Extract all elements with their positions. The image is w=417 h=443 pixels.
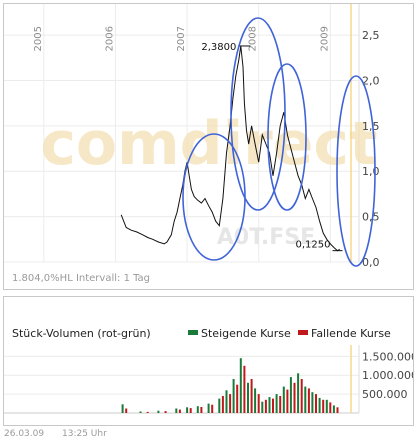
volume-bar <box>229 394 232 413</box>
volume-title: Stück-Volumen (rot-grün) <box>12 327 151 340</box>
volume-chart: Stück-Volumen (rot-grün) Steigende Kurse… <box>4 327 417 414</box>
x-tick-labels: 2005 2006 2007 2008 2009 <box>33 26 331 51</box>
volume-bar <box>293 382 296 413</box>
volume-bar <box>221 396 224 413</box>
volume-bar <box>200 407 203 413</box>
x-tick-label: 2005 <box>33 26 44 51</box>
volume-bar <box>207 403 210 413</box>
volume-bar <box>329 402 332 413</box>
volume-bar <box>261 401 264 413</box>
legend-label-rising: Steigende Kurse <box>201 327 291 340</box>
volume-bar <box>243 365 246 413</box>
volume-bar <box>275 394 278 413</box>
volume-bar <box>300 379 303 413</box>
volume-bar <box>304 386 307 413</box>
volume-bar <box>232 379 235 413</box>
annotation-label: 0,1250 <box>296 240 331 251</box>
x-tick-label: 2008 <box>248 26 259 51</box>
volume-bar <box>186 407 189 413</box>
highlight-ellipse-4 <box>336 75 376 267</box>
y-tick-label: 0,0 <box>362 256 380 269</box>
y-tick-label: 1,0 <box>362 165 380 178</box>
volume-bar <box>332 405 335 413</box>
volume-bar <box>325 399 328 413</box>
volume-y-tick-label: 1.000.000 <box>362 369 413 382</box>
watermark: comdirect A0T.FSE <box>40 109 377 250</box>
price-series-line <box>120 45 340 252</box>
volume-bar <box>336 407 339 413</box>
volume-bar <box>196 406 199 413</box>
volume-y-tick-labels: 500.000 1.000.000 1.500.000 <box>362 350 417 401</box>
y-tick-label: 0,5 <box>362 211 380 224</box>
highlight-ellipse-3 <box>267 63 307 211</box>
legend-swatch-falling <box>298 330 308 335</box>
x-tick-label: 2007 <box>176 26 187 51</box>
volume-bar <box>254 388 257 413</box>
volume-bar <box>307 388 310 413</box>
volume-bar <box>146 411 149 413</box>
volume-bar <box>297 373 300 413</box>
y-tick-label: 2,5 <box>362 29 380 42</box>
volume-bar <box>189 408 192 413</box>
volume-bar <box>175 408 178 413</box>
price-chart: comdirect A0T.FSE 2005 2006 2007 2008 2009 0… <box>4 4 380 284</box>
volume-bar <box>289 377 292 413</box>
volume-bar <box>211 404 214 413</box>
volume-bar <box>178 409 181 413</box>
volume-bar <box>236 384 239 413</box>
legend-swatch-rising <box>188 330 198 335</box>
annotation-label: 2,3800 <box>201 42 236 53</box>
volume-bar <box>218 398 221 413</box>
volume-bar <box>125 408 128 413</box>
chart-footer-label: 1.804,0%HL Intervall: 1 Tag <box>12 273 150 284</box>
highlight-ellipses <box>182 17 376 267</box>
volume-bar <box>268 397 271 413</box>
volume-bar <box>157 410 160 413</box>
volume-grid <box>4 345 360 414</box>
volume-bar <box>247 382 249 413</box>
volume-bar <box>272 398 274 413</box>
volume-chart-panel: Stück-Volumen (rot-grün) Steigende Kurse… <box>3 296 417 426</box>
watermark-text: comdirect <box>40 109 377 179</box>
volume-bar <box>264 399 267 413</box>
y-tick-label: 1,5 <box>362 120 380 133</box>
x-tick-label: 2009 <box>319 26 330 51</box>
footer-time: 13:25 Uhr <box>62 429 107 439</box>
volume-y-tick-label: 500.000 <box>362 388 408 401</box>
volume-bars <box>121 358 339 413</box>
y-tick-label: 2,0 <box>362 74 380 87</box>
volume-bar <box>311 392 314 413</box>
volume-bar <box>121 404 124 413</box>
volume-bar <box>250 379 253 413</box>
volume-bar <box>225 390 228 413</box>
volume-y-tick-label: 1.500.000 <box>362 350 413 363</box>
highlight-ellipse-2 <box>230 17 286 211</box>
volume-bar <box>282 386 285 413</box>
volume-bar <box>257 394 260 413</box>
volume-bar <box>315 394 317 413</box>
volume-bar <box>239 358 242 413</box>
volume-bar <box>164 411 167 413</box>
volume-bar <box>279 396 282 413</box>
volume-bar <box>318 397 321 413</box>
annotations: 2,3800 0,1250 <box>201 42 343 252</box>
volume-bar <box>286 389 289 413</box>
volume-bar <box>322 399 325 413</box>
price-chart-panel: comdirect A0T.FSE 2005 2006 2007 2008 2009 0… <box>3 3 414 290</box>
y-tick-labels: 0,0 0,5 1,0 1,5 2,0 2,5 <box>362 29 380 269</box>
volume-bar <box>139 411 142 413</box>
x-tick-label: 2006 <box>104 26 115 51</box>
footer-date: 26.03.09 <box>4 429 45 439</box>
volume-legend: Steigende Kurse Fallende Kurse <box>188 327 391 340</box>
legend-label-falling: Fallende Kurse <box>311 327 391 340</box>
